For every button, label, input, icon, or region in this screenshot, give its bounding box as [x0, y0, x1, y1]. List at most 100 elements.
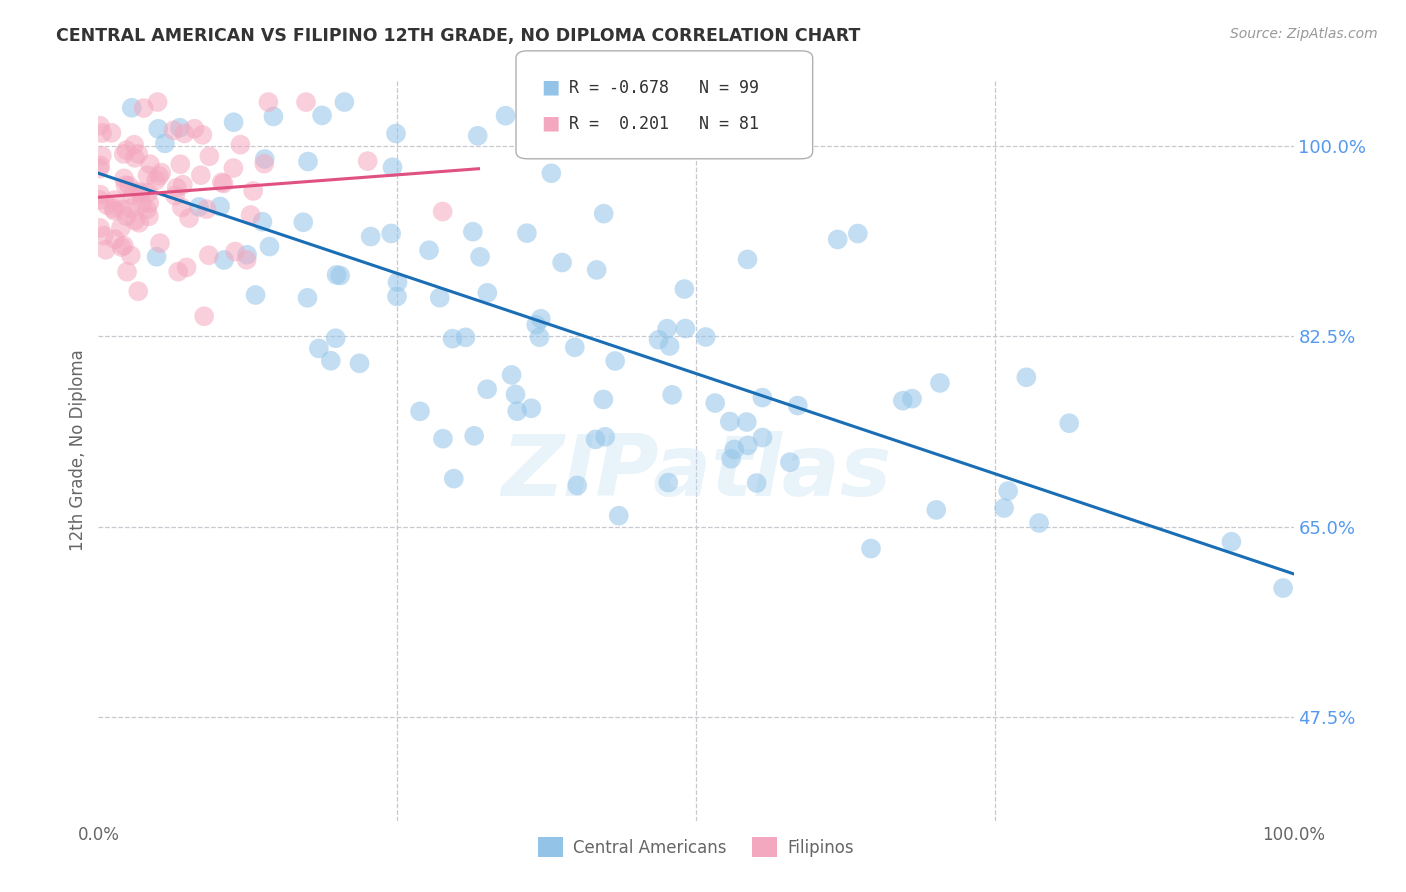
Central Americans — [259, 239, 281, 253]
Central Americans — [311, 108, 333, 122]
Filipinos — [198, 149, 221, 163]
Filipinos — [122, 137, 145, 152]
Filipinos — [128, 185, 150, 199]
Filipinos — [103, 202, 125, 216]
Filipinos — [179, 211, 201, 226]
Filipinos — [93, 228, 115, 243]
Central Americans — [325, 268, 347, 282]
Filipinos — [89, 159, 111, 173]
Central Americans — [993, 501, 1015, 516]
Filipinos — [172, 178, 194, 192]
Central Americans — [441, 332, 464, 346]
Central Americans — [381, 160, 404, 174]
Central Americans — [751, 431, 773, 445]
Central Americans — [1057, 416, 1080, 430]
Filipinos — [96, 198, 118, 212]
Filipinos — [127, 147, 149, 161]
Filipinos — [91, 126, 114, 140]
Central Americans — [308, 342, 330, 356]
Filipinos — [128, 216, 150, 230]
Central Americans — [454, 330, 477, 344]
Filipinos — [162, 123, 184, 137]
Central Americans — [735, 415, 758, 429]
Central Americans — [607, 508, 630, 523]
Filipinos — [136, 168, 159, 182]
Central Americans — [859, 541, 882, 556]
Central Americans — [325, 331, 347, 345]
Filipinos — [120, 248, 142, 262]
Central Americans — [695, 330, 717, 344]
Filipinos — [118, 179, 141, 194]
Central Americans — [169, 120, 191, 135]
Central Americans — [661, 388, 683, 402]
Filipinos — [149, 236, 172, 251]
Filipinos — [211, 175, 233, 189]
Filipinos — [295, 95, 318, 109]
Central Americans — [585, 263, 607, 277]
Filipinos — [112, 171, 135, 186]
Filipinos — [139, 157, 162, 171]
Central Americans — [751, 391, 773, 405]
Filipinos — [170, 201, 193, 215]
Filipinos — [90, 149, 112, 163]
Central Americans — [385, 289, 408, 303]
Central Americans — [209, 199, 232, 213]
Filipinos — [212, 177, 235, 191]
Central Americans — [564, 340, 586, 354]
Filipinos — [89, 187, 111, 202]
Central Americans — [148, 121, 170, 136]
Central Americans — [647, 333, 669, 347]
Central Americans — [551, 255, 574, 269]
Central Americans — [520, 401, 543, 416]
Y-axis label: 12th Grade, No Diploma: 12th Grade, No Diploma — [69, 350, 87, 551]
Central Americans — [297, 154, 319, 169]
Filipinos — [127, 284, 149, 298]
Filipinos — [235, 252, 257, 267]
Central Americans — [929, 376, 952, 390]
Filipinos — [229, 137, 252, 152]
Filipinos — [183, 121, 205, 136]
Filipinos — [121, 188, 143, 202]
Central Americans — [262, 110, 284, 124]
Central Americans — [319, 353, 342, 368]
Text: CENTRAL AMERICAN VS FILIPINO 12TH GRADE, NO DIPLOMA CORRELATION CHART: CENTRAL AMERICAN VS FILIPINO 12TH GRADE,… — [56, 27, 860, 45]
Filipinos — [112, 238, 135, 252]
Central Americans — [245, 288, 267, 302]
Filipinos — [100, 126, 122, 140]
Central Americans — [463, 429, 485, 443]
Filipinos — [169, 157, 191, 171]
Filipinos — [239, 208, 262, 222]
Filipinos — [131, 196, 153, 211]
Filipinos — [253, 156, 276, 170]
Text: ■: ■ — [541, 78, 560, 96]
Filipinos — [132, 101, 155, 115]
Central Americans — [360, 229, 382, 244]
Filipinos — [89, 193, 111, 207]
Central Americans — [891, 393, 914, 408]
Central Americans — [723, 442, 745, 457]
Central Americans — [506, 404, 529, 418]
Central Americans — [418, 244, 440, 258]
Central Americans — [222, 115, 245, 129]
Central Americans — [846, 227, 869, 241]
Central Americans — [673, 282, 696, 296]
Central Americans — [349, 356, 371, 370]
Central Americans — [329, 268, 352, 283]
Filipinos — [124, 213, 146, 227]
Filipinos — [114, 178, 136, 193]
Central Americans — [188, 200, 211, 214]
Central Americans — [657, 475, 679, 490]
Central Americans — [121, 101, 143, 115]
Central Americans — [252, 215, 274, 229]
Filipinos — [89, 161, 111, 176]
Filipinos — [222, 161, 245, 175]
Central Americans — [387, 275, 409, 289]
Central Americans — [1220, 534, 1243, 549]
Text: ■: ■ — [541, 113, 560, 132]
Filipinos — [124, 151, 146, 165]
Filipinos — [165, 188, 187, 202]
Central Americans — [153, 136, 176, 151]
Filipinos — [103, 203, 125, 218]
Filipinos — [148, 169, 170, 183]
Filipinos — [129, 186, 152, 200]
